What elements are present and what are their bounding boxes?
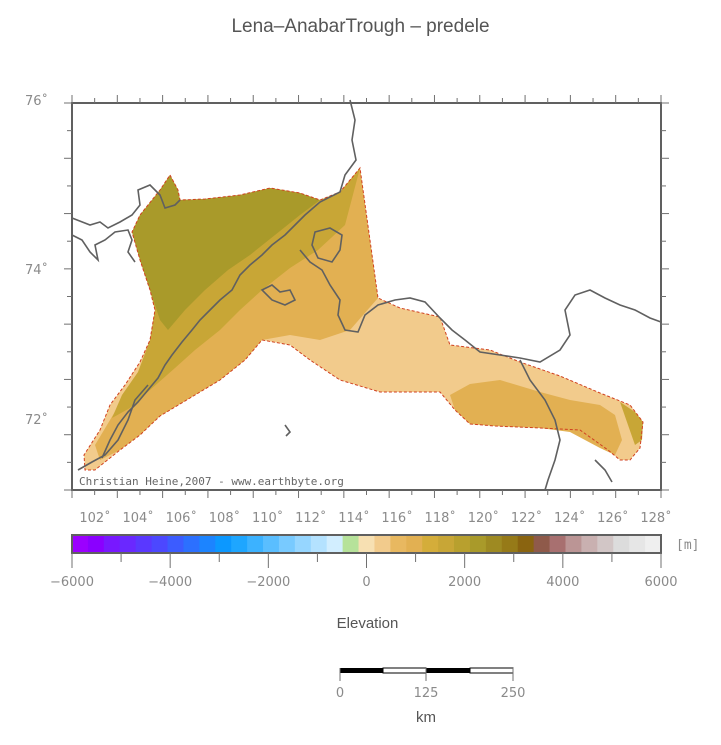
- colorbar-cell: [151, 535, 169, 553]
- colorbar-cell: [263, 535, 280, 553]
- scale-seg-4: [469, 667, 514, 674]
- scale-seg-2: [382, 667, 427, 674]
- colorbar-cell: [597, 535, 614, 553]
- colorbar-cell: [87, 535, 105, 553]
- coastline-west-taimyr: [71, 184, 181, 229]
- lon-label: 118˚: [424, 511, 456, 526]
- coastline-west-inlet: [71, 229, 136, 263]
- colorbar-tick-label: −2000: [246, 575, 291, 590]
- colorbar-cell: [103, 535, 121, 553]
- lon-label: 116˚: [381, 511, 413, 526]
- lon-label: 104˚: [122, 511, 154, 526]
- lat-label-74: 74˚: [24, 263, 48, 278]
- colorbar-cell: [565, 535, 583, 553]
- lon-label: 122˚: [510, 511, 543, 526]
- colorbar-cell: [326, 535, 344, 553]
- colorbar-cell: [294, 535, 312, 553]
- scale-label-125: 125: [413, 686, 439, 701]
- colorbar-cell: [501, 535, 519, 553]
- colorbar-cell: [310, 535, 328, 553]
- river-west: [77, 384, 149, 471]
- river-southeast: [594, 459, 613, 483]
- lon-label: 126˚: [597, 511, 629, 526]
- scale-label-0: 0: [335, 686, 345, 701]
- colorbar-unit: [m]: [676, 538, 700, 553]
- colorbar-cell: [485, 535, 503, 553]
- scale-label-250: 250: [500, 686, 526, 701]
- colorbar-cell: [645, 535, 662, 553]
- colorbar-cell: [278, 535, 296, 553]
- lon-label: 106˚: [165, 511, 197, 526]
- credit-text: Christian Heine,2007 - www.earthbyte.org: [79, 475, 344, 488]
- lon-label: 114˚: [338, 511, 370, 526]
- colorbar-cell: [135, 535, 153, 553]
- river-lena: [519, 359, 561, 491]
- frame-ticks: [64, 95, 669, 498]
- scale-bar: [339, 667, 514, 681]
- colorbar-cell: [454, 535, 471, 553]
- colorbar-tick-label: 0: [362, 575, 371, 590]
- colorbar-cell: [167, 535, 185, 553]
- colorbar-cell: [72, 535, 89, 553]
- colorbar-cell: [390, 535, 407, 553]
- colorbar-cell: [469, 535, 487, 553]
- colorbar-cell: [183, 535, 200, 553]
- colorbar-cell: [358, 535, 376, 553]
- colorbar-cell: [406, 535, 423, 553]
- colorbar-cell: [517, 535, 535, 553]
- colorbar-cell: [581, 535, 598, 553]
- lat-label-72: 72˚: [24, 413, 48, 428]
- colorbar-cell: [422, 535, 439, 553]
- colorbar-cell: [549, 535, 567, 553]
- coastline-northeast: [101, 99, 357, 459]
- colorbar-tick-label: 6000: [644, 575, 678, 590]
- scale-seg-1: [340, 668, 383, 673]
- colorbar-cell: [231, 535, 248, 553]
- colorbar-ticks: [71, 553, 662, 568]
- coastline-central: [299, 249, 662, 363]
- colorbar: [71, 534, 662, 568]
- colorbar-caption: Elevation: [336, 615, 399, 632]
- scale-unit: km: [416, 709, 436, 726]
- coastline-bay: [260, 284, 297, 306]
- colorbar-cell: [119, 535, 137, 553]
- lon-label: 120˚: [467, 511, 500, 526]
- colorbar-cell: [613, 535, 630, 553]
- scale-seg-3: [426, 668, 470, 673]
- colorbar-tick-label: 4000: [546, 575, 580, 590]
- coastline-small-feature: [284, 424, 292, 437]
- colorbar-cell: [247, 535, 264, 553]
- lon-label: 124˚: [554, 511, 586, 526]
- lon-label: 110˚: [251, 511, 284, 526]
- colorbar-cells: [72, 535, 662, 553]
- colorbar-tick-label: −6000: [50, 575, 94, 590]
- lon-label: 112˚: [295, 511, 327, 526]
- map-panel: [64, 95, 669, 498]
- colorbar-cell: [533, 535, 551, 553]
- basin-deep-east-tip: [620, 402, 643, 445]
- colorbar-cell: [199, 535, 216, 553]
- lon-label: 102˚: [79, 511, 111, 526]
- basin-deepest-region: [132, 175, 320, 330]
- coastline-lake: [311, 227, 343, 263]
- colorbar-tick-label: 2000: [448, 575, 482, 590]
- colorbar-tick-label: −4000: [148, 575, 193, 590]
- lon-label: 108˚: [208, 511, 241, 526]
- colorbar-cell: [215, 535, 232, 553]
- colorbar-cell: [374, 535, 391, 553]
- coastlines: [71, 99, 662, 491]
- basin-mid-east-lobe: [450, 380, 622, 455]
- colorbar-cell: [342, 535, 360, 553]
- lon-label: 128˚: [640, 511, 672, 526]
- map-title: Lena–AnabarTrough – predele: [231, 16, 490, 37]
- colorbar-cell: [629, 535, 646, 553]
- lat-label-76: 76˚: [24, 94, 48, 109]
- colorbar-cell: [438, 535, 455, 553]
